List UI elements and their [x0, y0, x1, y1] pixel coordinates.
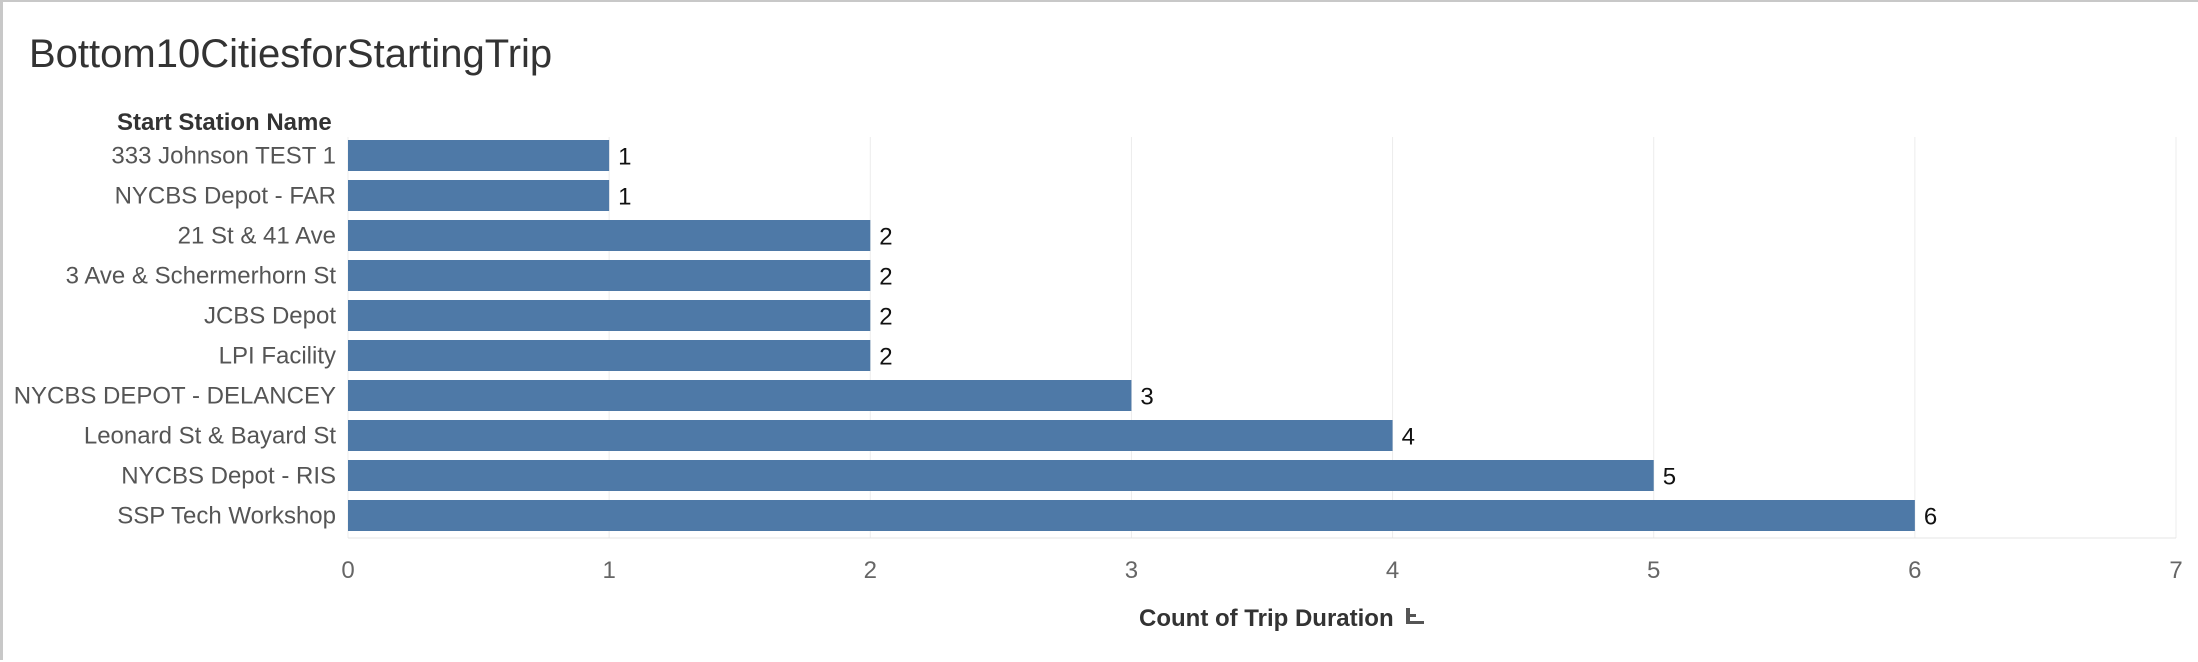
bar[interactable] — [348, 340, 871, 371]
sort-descending-icon[interactable] — [1406, 608, 1424, 624]
bar[interactable] — [348, 140, 610, 171]
bar[interactable] — [348, 500, 1915, 531]
x-tick-label: 6 — [1908, 557, 1921, 584]
x-axis-title[interactable]: Count of Trip Duration — [1139, 605, 1394, 632]
data-label: 1 — [618, 184, 631, 211]
data-label: 1 — [618, 144, 631, 171]
x-axis-ticks: 0 1 2 3 4 5 6 7 — [341, 557, 2182, 584]
data-labels: 1 1 2 2 2 2 3 4 5 6 — [618, 144, 1937, 531]
data-label: 6 — [1924, 504, 1937, 531]
x-tick-label: 2 — [864, 557, 877, 584]
data-label: 5 — [1663, 464, 1676, 491]
data-label: 4 — [1402, 424, 1415, 451]
x-tick-label: 5 — [1647, 557, 1660, 584]
bars — [348, 140, 1915, 531]
category-label[interactable]: 3 Ave & Schermerhorn St — [66, 263, 337, 290]
x-tick-label: 1 — [602, 557, 615, 584]
x-tick-label: 0 — [341, 557, 354, 584]
data-label: 2 — [879, 304, 892, 331]
x-tick-label: 3 — [1125, 557, 1138, 584]
category-label[interactable]: LPI Facility — [219, 343, 336, 370]
category-labels: 333 Johnson TEST 1 NYCBS Depot - FAR 21 St… — [14, 143, 337, 530]
x-tick-label: 7 — [2169, 557, 2182, 584]
data-label: 3 — [1140, 384, 1153, 411]
category-label[interactable]: 333 Johnson TEST 1 — [111, 143, 336, 170]
category-label[interactable]: NYCBS DEPOT - DELANCEY — [14, 383, 336, 410]
gridlines — [347, 137, 2177, 539]
category-label[interactable]: 21 St & 41 Ave — [178, 223, 336, 250]
chart-title: Bottom10CitiesforStartingTrip — [29, 32, 552, 76]
bar-chart: Bottom10CitiesforStartingTrip Start Stat… — [14, 32, 2183, 632]
bar[interactable] — [348, 180, 610, 211]
x-tick-label: 4 — [1386, 557, 1399, 584]
category-label[interactable]: NYCBS Depot - RIS — [121, 463, 336, 490]
bar[interactable] — [348, 260, 871, 291]
row-header[interactable]: Start Station Name — [117, 109, 332, 136]
bar[interactable] — [348, 420, 1393, 451]
data-label: 2 — [879, 224, 892, 251]
category-label[interactable]: NYCBS Depot - FAR — [115, 183, 336, 210]
data-label: 2 — [879, 264, 892, 291]
category-label[interactable]: JCBS Depot — [204, 303, 336, 330]
data-label: 2 — [879, 344, 892, 371]
bar[interactable] — [348, 380, 1132, 411]
bar[interactable] — [348, 460, 1654, 491]
bar[interactable] — [348, 300, 871, 331]
bar[interactable] — [348, 220, 871, 251]
category-label[interactable]: Leonard St & Bayard St — [84, 423, 336, 450]
category-label[interactable]: SSP Tech Workshop — [117, 503, 336, 530]
